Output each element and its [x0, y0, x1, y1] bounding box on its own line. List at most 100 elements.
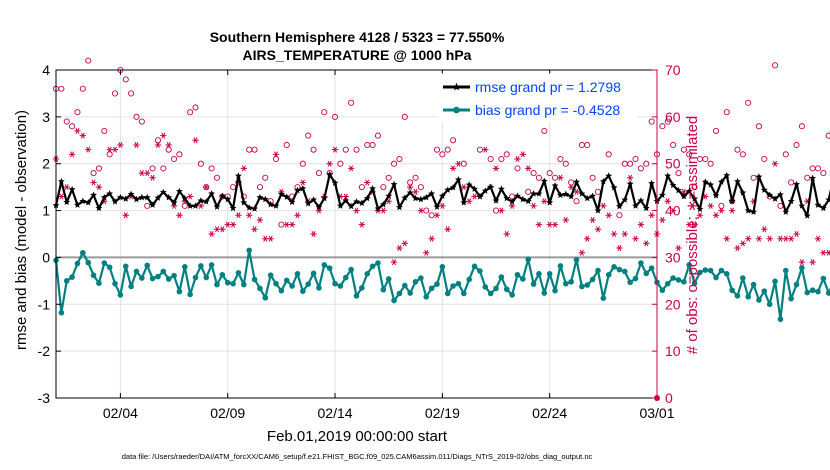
obs-possible-point [546, 170, 553, 177]
obs-assimilated-point [626, 174, 634, 181]
obs-possible-point [305, 132, 312, 139]
obs-assimilated-point [428, 235, 435, 242]
rmse-point [261, 195, 269, 203]
obs-possible-point [283, 141, 290, 149]
obs-assimilated-point [820, 249, 827, 256]
obs-assimilated-point [68, 151, 76, 158]
bias-point [718, 267, 725, 274]
rmse-point [159, 188, 167, 196]
bias-point [198, 263, 204, 269]
obs-assimilated-point [111, 146, 119, 153]
obs-possible-point [69, 123, 76, 130]
rmse-point [342, 197, 350, 204]
obs-assimilated-point [728, 207, 736, 214]
obs-possible-point [310, 146, 317, 153]
obs-assimilated-point [557, 174, 564, 181]
obs-assimilated-point [444, 226, 451, 233]
obs-assimilated-point [224, 221, 231, 228]
obs-assimilated-point [686, 221, 693, 228]
obs-assimilated-point [58, 193, 65, 200]
rmse-point [127, 190, 135, 198]
legend-box [438, 73, 638, 123]
rmse-point [782, 208, 790, 215]
rmse-point [412, 194, 419, 202]
rmse-point [95, 204, 103, 212]
obs-assimilated-point [144, 170, 151, 177]
rmse-point [245, 204, 253, 211]
chart-title-line2: AIRS_TEMPERATURE @ 1000 hPa [243, 47, 472, 63]
rmse-point [567, 192, 575, 200]
y-left-tick-labels: 4 3 2 1 0 -1 -2 -3 [38, 62, 51, 406]
obs-possible-point [251, 146, 258, 153]
x-tick-label: 02/19 [425, 405, 460, 421]
obs-possible-point [401, 113, 408, 120]
obs-assimilated-point [755, 235, 763, 242]
rmse-point [202, 198, 210, 205]
obs-assimilated-point [573, 188, 580, 195]
bias-point [219, 271, 226, 278]
obs-possible-point [750, 174, 757, 181]
obs-possible-point [707, 160, 714, 167]
obs-assimilated-point [723, 235, 730, 242]
bias-point [321, 262, 328, 268]
rmse-point [750, 208, 758, 215]
bias-point [686, 262, 692, 268]
obs-possible-point [380, 184, 387, 191]
obs-possible-point [573, 198, 580, 205]
rmse-point [229, 204, 237, 212]
rmse-point [192, 202, 199, 209]
obs-possible-point [262, 174, 269, 181]
obs-possible-point [814, 165, 822, 172]
bias-point [520, 276, 526, 282]
rmse-point [519, 195, 527, 203]
bias-point [493, 285, 499, 292]
bias-point [471, 263, 478, 270]
y-right-tick-label: 10 [665, 343, 681, 359]
bias-point [401, 282, 408, 289]
obs-possible-point [95, 165, 102, 172]
rmse-point [685, 187, 693, 195]
rmse-point [809, 174, 817, 182]
bias-point [165, 276, 172, 282]
obs-assimilated-point [793, 230, 800, 238]
bias-point [444, 290, 451, 297]
rmse-point [170, 199, 178, 206]
obs-assimilated-point [482, 146, 489, 153]
bias-point [74, 260, 81, 267]
bias-point [745, 293, 752, 300]
obs-assimilated-point [160, 132, 167, 139]
bias-point [589, 276, 596, 283]
rmse-point [471, 185, 478, 192]
rmse-point [84, 199, 92, 206]
y-right-tick-label: 40 [665, 203, 681, 219]
obs-possible-point [637, 165, 644, 172]
bias-point [675, 277, 682, 283]
bias-point [337, 283, 344, 289]
rmse-point [374, 205, 382, 212]
bias-point [713, 274, 719, 281]
obs-assimilated-point [208, 230, 215, 238]
rmse-point [57, 177, 65, 185]
obs-possible-point [331, 113, 339, 120]
obs-possible-point [353, 146, 360, 153]
obs-possible-point [176, 151, 183, 158]
obs-assimilated-point [782, 235, 789, 242]
obs-assimilated-point [696, 212, 704, 219]
legend-bias-marker [453, 106, 460, 114]
obs-possible-point [154, 137, 162, 144]
obs-assimilated-point [492, 165, 500, 172]
rmse-point [744, 206, 752, 214]
bias-point [541, 290, 548, 296]
rmse-point [723, 171, 731, 179]
obs-assimilated-point [449, 165, 457, 172]
obs-possible-point [712, 127, 720, 134]
obs-possible-point [417, 184, 424, 191]
obs-possible-point [691, 184, 698, 191]
obs-assimilated-point [267, 235, 274, 242]
rmse-point [68, 185, 76, 193]
rmse-point [79, 197, 87, 205]
obs-assimilated-point [460, 184, 468, 191]
rmse-point [111, 198, 119, 205]
obs-possible-point [213, 174, 221, 181]
